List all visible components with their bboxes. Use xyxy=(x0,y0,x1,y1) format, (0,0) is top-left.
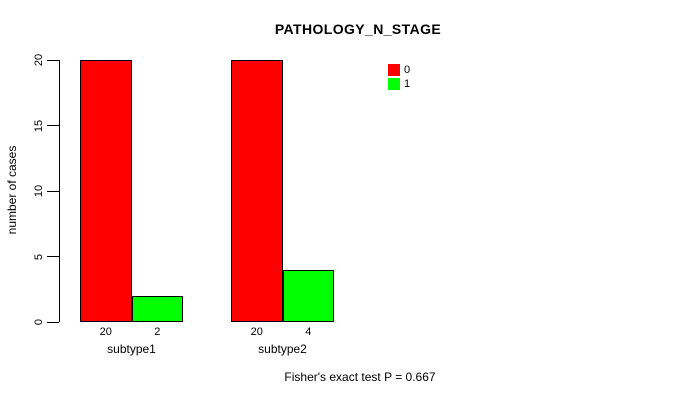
y-tick xyxy=(47,190,59,192)
bar-count-label: 4 xyxy=(305,326,312,338)
legend-label: 1 xyxy=(404,78,411,90)
y-tick-label: 20 xyxy=(33,53,45,67)
y-axis-title: number of cases xyxy=(5,145,19,235)
bar-count-label: 20 xyxy=(250,326,263,338)
legend-color-swatch xyxy=(388,78,400,90)
legend-item: 1 xyxy=(388,78,410,90)
y-tick xyxy=(47,59,59,61)
bar xyxy=(131,295,183,322)
chart-title: PATHOLOGY_N_STAGE xyxy=(274,21,442,37)
y-tick xyxy=(47,256,59,257)
y-tick-label: 10 xyxy=(33,184,45,198)
y-tick xyxy=(47,125,59,126)
y-tick xyxy=(47,321,59,323)
bar-count-label: 2 xyxy=(154,326,161,338)
y-tick-label: 0 xyxy=(33,318,45,326)
bar xyxy=(80,60,132,322)
bar xyxy=(231,60,283,322)
legend-color-swatch xyxy=(388,64,400,76)
group-label: subtype1 xyxy=(107,342,156,356)
legend-label: 0 xyxy=(404,64,411,76)
y-axis-line xyxy=(59,60,60,322)
group-label: subtype2 xyxy=(258,342,307,356)
fisher-test-text: Fisher's exact test P = 0.667 xyxy=(284,370,436,384)
legend-item: 0 xyxy=(388,64,410,76)
bar xyxy=(282,269,334,322)
bar-count-label: 20 xyxy=(99,326,112,338)
y-tick-label: 15 xyxy=(33,119,45,132)
y-tick-label: 5 xyxy=(33,253,45,260)
